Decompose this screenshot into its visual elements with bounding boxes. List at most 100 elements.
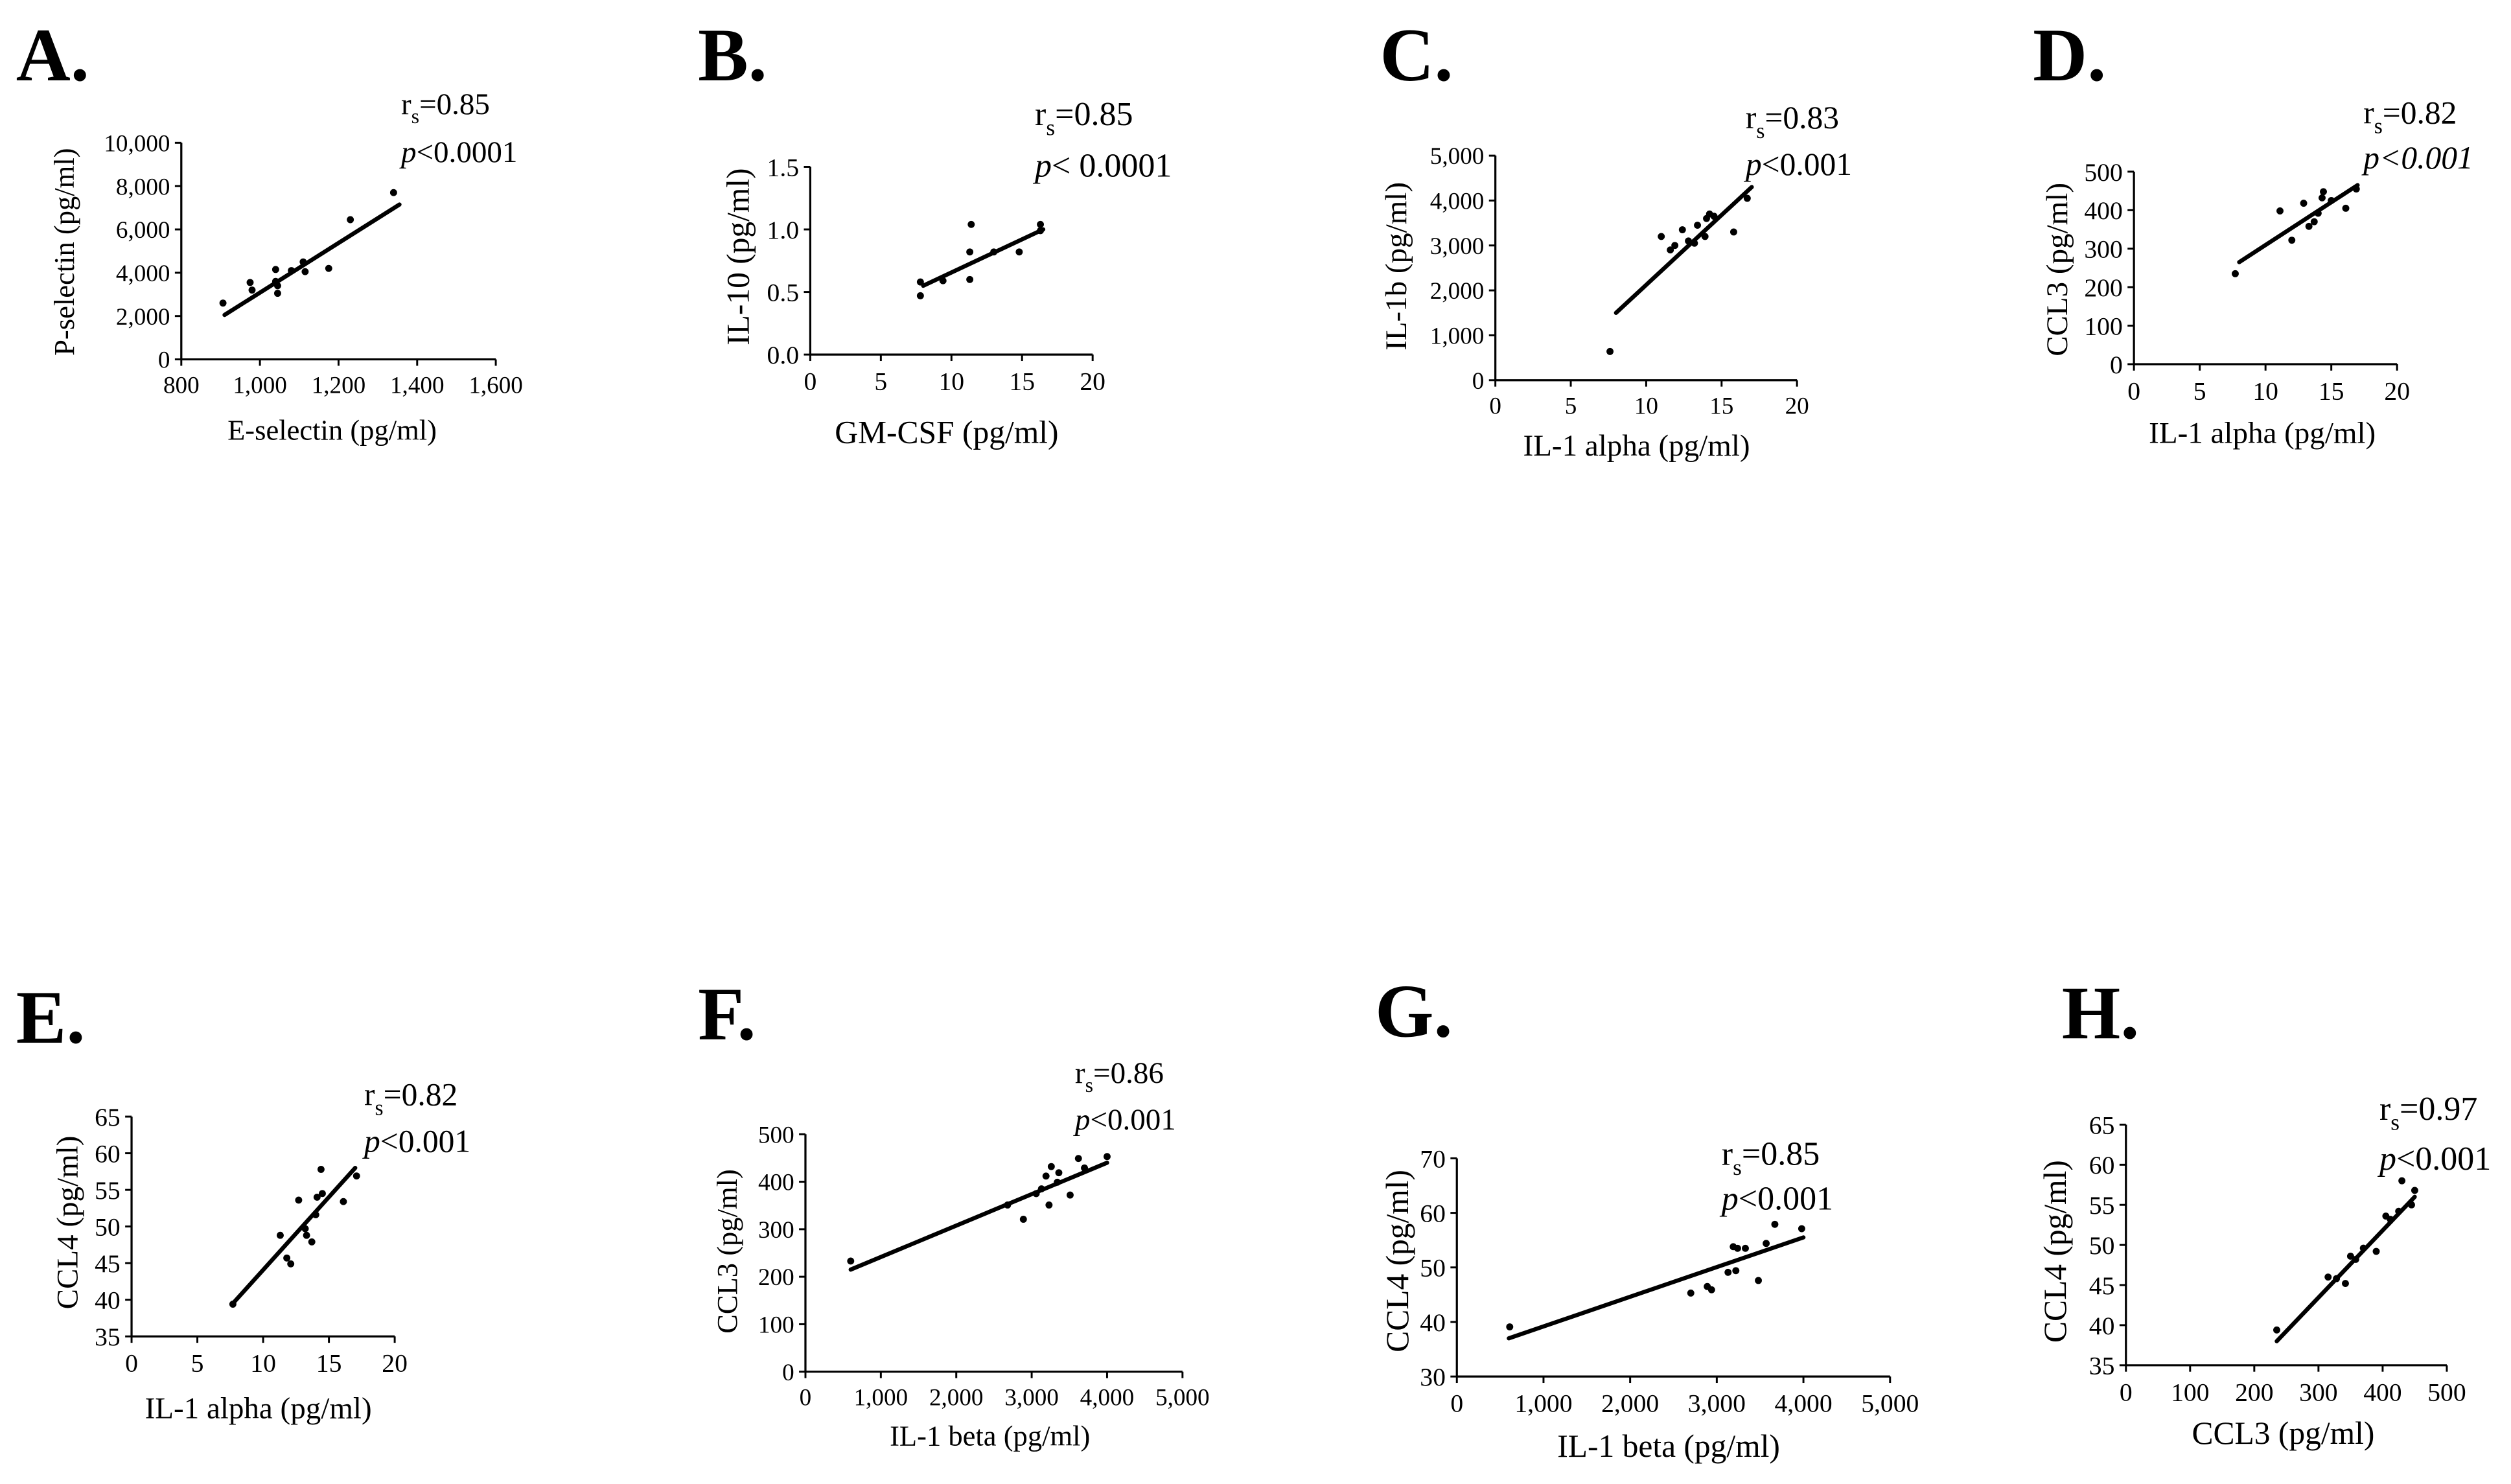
- data-point: [246, 279, 254, 286]
- y-axis-label: CCL3 (pg/ml): [711, 1169, 743, 1334]
- data-point: [1755, 1277, 1762, 1284]
- y-tick-label: 60: [2089, 1151, 2115, 1179]
- spearman-rs-annotation: rs=0.85: [401, 87, 490, 128]
- p-value-annotation: p<0.001: [1719, 1181, 1833, 1218]
- x-axis-label: IL-1 alpha (pg/ml): [2149, 416, 2376, 450]
- y-tick-label: 1.5: [767, 153, 800, 181]
- x-tick-label: 15: [2319, 377, 2344, 405]
- data-point: [1104, 1153, 1111, 1161]
- p-symbol: p: [1032, 147, 1052, 184]
- data-point: [1763, 1240, 1770, 1247]
- panel-label: H.: [2062, 971, 2140, 1055]
- data-point: [916, 278, 924, 286]
- y-tick-label: 60: [95, 1139, 121, 1168]
- rs-subscript: s: [375, 1096, 384, 1120]
- rs-subscript: s: [1085, 1074, 1093, 1096]
- data-point: [1066, 1191, 1074, 1199]
- data-point: [1742, 1244, 1749, 1252]
- y-tick-label: 0.0: [767, 341, 800, 369]
- rs-subscript: s: [2374, 114, 2383, 138]
- p-symbol: p: [2377, 1141, 2396, 1177]
- data-point: [2232, 270, 2239, 277]
- x-tick-label: 20: [1080, 367, 1105, 396]
- x-tick-label: 1,000: [233, 373, 287, 399]
- p-value: <0.001: [1739, 1181, 1833, 1218]
- p-symbol: p: [1719, 1181, 1739, 1218]
- regression-line: [222, 202, 402, 318]
- data-point: [2342, 204, 2350, 212]
- data-point: [301, 1225, 309, 1233]
- x-tick-label: 20: [2384, 377, 2410, 405]
- data-point: [1734, 1244, 1741, 1252]
- y-axis-label: IL-1b (pg/ml): [1380, 182, 1413, 351]
- data-point: [2398, 1177, 2406, 1185]
- y-tick-label: 300: [2084, 235, 2122, 264]
- data-point: [990, 248, 998, 256]
- spearman-rs-annotation: rs=0.82: [364, 1077, 457, 1120]
- x-tick-label: 1,000: [854, 1385, 908, 1411]
- data-point: [1694, 222, 1701, 229]
- data-point: [1042, 1172, 1050, 1180]
- data-point: [2352, 185, 2360, 193]
- y-tick-label: 6,000: [116, 217, 170, 244]
- y-tick-label: 1.0: [767, 216, 800, 244]
- rs-value: =0.85: [419, 87, 490, 121]
- data-point: [2320, 188, 2327, 196]
- scatter-panel: E. 0 5 10 15 20 35 40 45 50 55 60 65 IL-1 alpha (pg/m…: [16, 976, 470, 1425]
- data-point: [2346, 1253, 2354, 1260]
- data-point: [389, 189, 397, 196]
- data-point: [303, 1231, 310, 1239]
- y-tick-label: 4,000: [116, 261, 170, 287]
- data-point: [273, 290, 281, 297]
- data-point: [2300, 200, 2308, 207]
- x-tick-label: 0: [2120, 1378, 2133, 1406]
- x-tick-label: 4,000: [1775, 1389, 1833, 1418]
- data-point: [1701, 233, 1709, 240]
- x-tick-label: 1,400: [390, 373, 445, 399]
- data-point: [1004, 1201, 1012, 1209]
- y-tick-label: 300: [758, 1217, 794, 1244]
- x-tick-label: 0: [804, 367, 816, 396]
- data-point: [1047, 1163, 1055, 1170]
- data-point: [847, 1257, 855, 1265]
- scatter-panel: F. 0 1,000 2,000 3,000 4,000 5,000 0 100 200 300 40…: [698, 973, 1210, 1452]
- data-point: [283, 1254, 291, 1262]
- p-value-annotation: p<0.001: [2377, 1141, 2491, 1177]
- data-point: [2328, 197, 2335, 204]
- data-point: [1710, 213, 1718, 220]
- panel-label: G.: [1375, 969, 1453, 1053]
- rs-symbol: r: [1746, 100, 1757, 135]
- y-tick-label: 500: [2084, 158, 2122, 187]
- rs-symbol: r: [1035, 96, 1046, 133]
- data-point: [1678, 226, 1686, 233]
- data-point: [2411, 1187, 2418, 1194]
- y-tick-label: 40: [95, 1286, 121, 1315]
- regression-line: [1614, 185, 1754, 315]
- data-point: [248, 286, 256, 294]
- data-point: [1506, 1323, 1514, 1330]
- y-axis-label: P-selectin (pg/ml): [48, 148, 80, 355]
- data-point: [1037, 1185, 1045, 1193]
- data-point: [1691, 239, 1698, 247]
- x-tick-label: 1,200: [312, 373, 366, 399]
- data-point: [2352, 1255, 2359, 1263]
- data-point: [1743, 194, 1751, 202]
- y-tick-label: 8,000: [116, 174, 170, 200]
- data-point: [1732, 1267, 1740, 1275]
- data-point: [299, 258, 307, 266]
- data-point: [967, 220, 975, 228]
- data-point: [916, 292, 924, 299]
- panel-label: B.: [698, 14, 767, 97]
- y-tick-label: 2,000: [1430, 278, 1485, 305]
- x-axis-label: GM-CSF (pg/ml): [835, 414, 1058, 450]
- y-tick-label: 5,000: [1430, 143, 1485, 170]
- data-point: [2359, 1244, 2367, 1252]
- data-point: [2276, 207, 2284, 214]
- y-tick-label: 40: [1420, 1308, 1446, 1337]
- y-tick-label: 400: [2084, 196, 2122, 225]
- y-axis-label: IL-10 (pg/ml): [720, 168, 756, 345]
- data-point: [2372, 1247, 2380, 1255]
- y-axis-label: CCL4 (pg/ml): [2037, 1160, 2073, 1343]
- data-point: [1687, 1289, 1695, 1297]
